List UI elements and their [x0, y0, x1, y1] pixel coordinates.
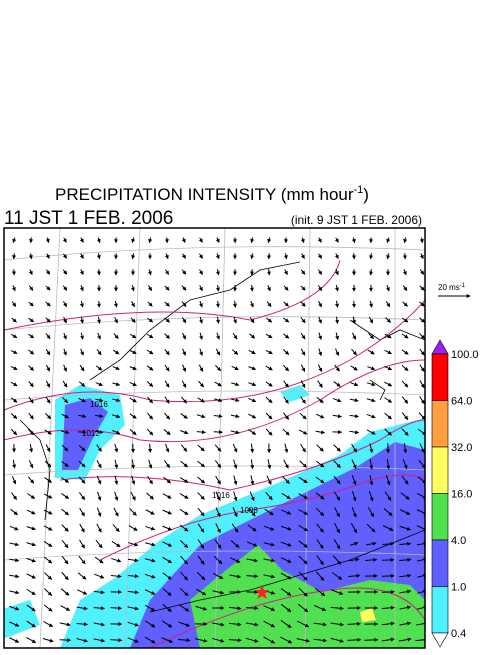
colorbar-segment: [432, 354, 448, 401]
wind-arrow: [14, 253, 15, 258]
colorbar-cap: [432, 340, 448, 354]
wind-arrow: [246, 576, 257, 577]
title: PRECIPITATION INTENSITY (mm hour-1): [55, 184, 369, 204]
wind-arrow: [111, 608, 122, 609]
wind-arrow: [99, 269, 100, 275]
wind-arrow: [235, 301, 236, 307]
map: 1016 1012 1016 1008: [0, 228, 429, 648]
isobar-label: 1016: [90, 400, 108, 409]
wind-arrow: [371, 237, 372, 242]
wind-arrow: [364, 640, 377, 641]
vector-scale-label: 20 ms-1: [438, 283, 466, 292]
colorbar-segment: [432, 401, 448, 448]
wind-arrow: [354, 253, 355, 259]
colorbar-segment: [432, 587, 448, 634]
isobar-label: 1012: [82, 429, 100, 438]
colorbar-segment: [432, 540, 448, 587]
wind-arrow: [31, 237, 32, 242]
colorbar-label: 1.0: [451, 582, 466, 594]
colorbar-label: 4.0: [451, 535, 466, 547]
isobar-label: 1008: [240, 506, 258, 515]
valid-time: 11 JST 1 FEB. 2006: [4, 208, 173, 229]
init-time: (init. 9 JST 1 FEB. 2006): [291, 213, 422, 227]
wind-arrow: [347, 640, 360, 641]
colorbar-label: 16.0: [451, 489, 472, 501]
colorbar-label: 64.0: [451, 396, 472, 408]
wind-arrow: [348, 624, 361, 625]
wind-arrow: [60, 640, 71, 641]
wind-arrow: [371, 269, 372, 275]
wind-arrow: [382, 592, 394, 593]
colorbar-label: 100.0: [451, 349, 479, 361]
colorbar-label: 0.4: [451, 628, 466, 640]
colorbar-segment: [432, 494, 448, 541]
wind-arrow: [116, 253, 117, 258]
colorbar-cap: [432, 633, 448, 647]
colorbar-label: 32.0: [451, 442, 472, 454]
colorbar-segment: [432, 447, 448, 494]
isobar-label: 1016: [212, 491, 230, 500]
wind-arrow: [218, 301, 219, 307]
wind-arrow: [382, 560, 394, 561]
wind-arrow: [252, 285, 253, 291]
colorbar: 100.0 64.0 32.0 16.0 4.0 1.0 0.4: [432, 340, 479, 647]
wind-arrow: [229, 640, 241, 641]
wind-arrow: [116, 269, 117, 275]
